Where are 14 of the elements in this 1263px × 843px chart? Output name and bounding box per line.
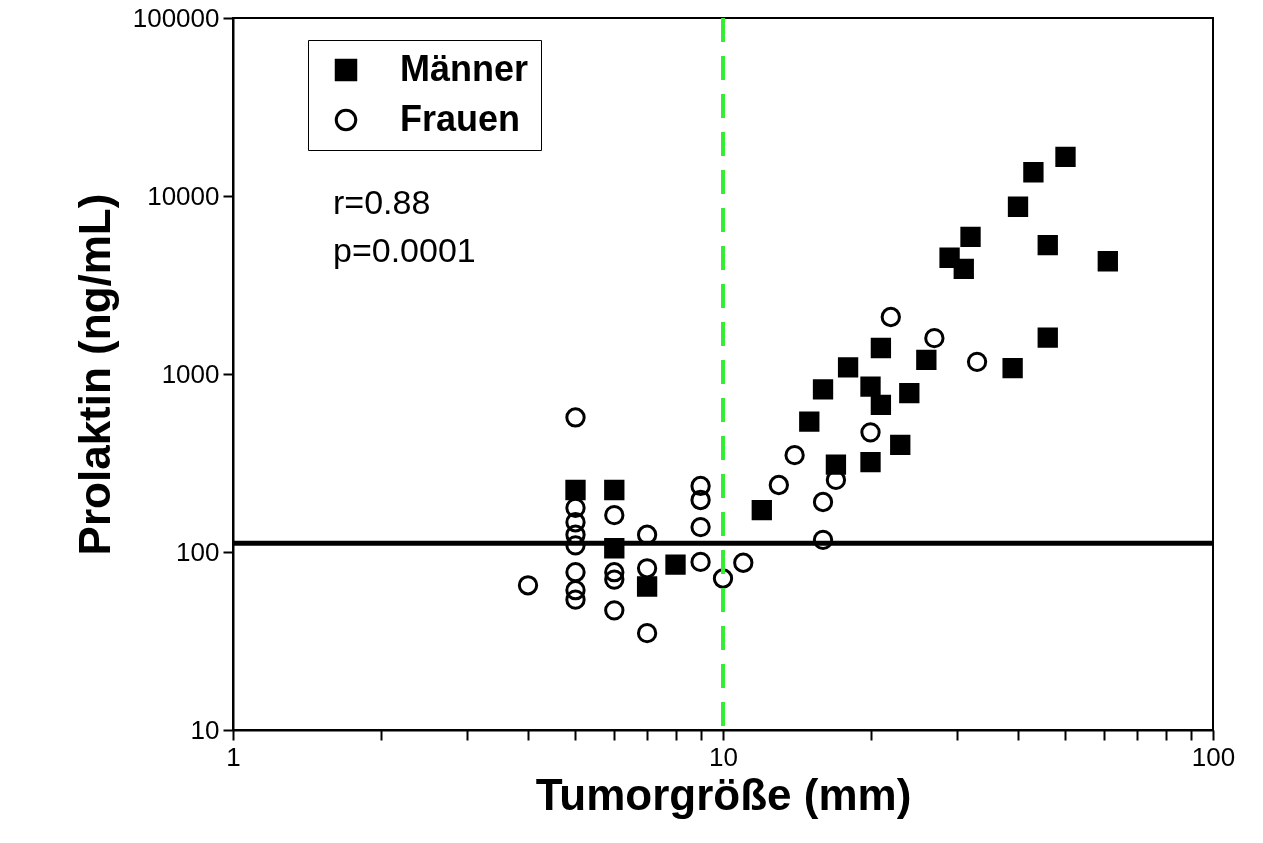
annotation: r=0.88 — [333, 183, 431, 221]
legend-label: Frauen — [400, 98, 521, 139]
x-axis-title: Tumorgröße (mm) — [535, 769, 912, 819]
x-tick-label: 1 — [226, 741, 241, 772]
y-tick-label: 1000 — [161, 358, 220, 389]
y-tick-label: 100 — [176, 536, 220, 567]
y-tick-label: 10000 — [147, 180, 220, 211]
y-axis-title: Prolaktin (ng/mL) — [69, 193, 119, 556]
annotation: p=0.0001 — [333, 231, 476, 269]
x-tick-label: 10 — [709, 741, 738, 772]
y-tick-label: 10 — [190, 714, 220, 745]
legend-label: Männer — [400, 48, 529, 89]
y-tick-label: 100000 — [132, 2, 220, 33]
x-tick-label: 100 — [1191, 741, 1236, 772]
